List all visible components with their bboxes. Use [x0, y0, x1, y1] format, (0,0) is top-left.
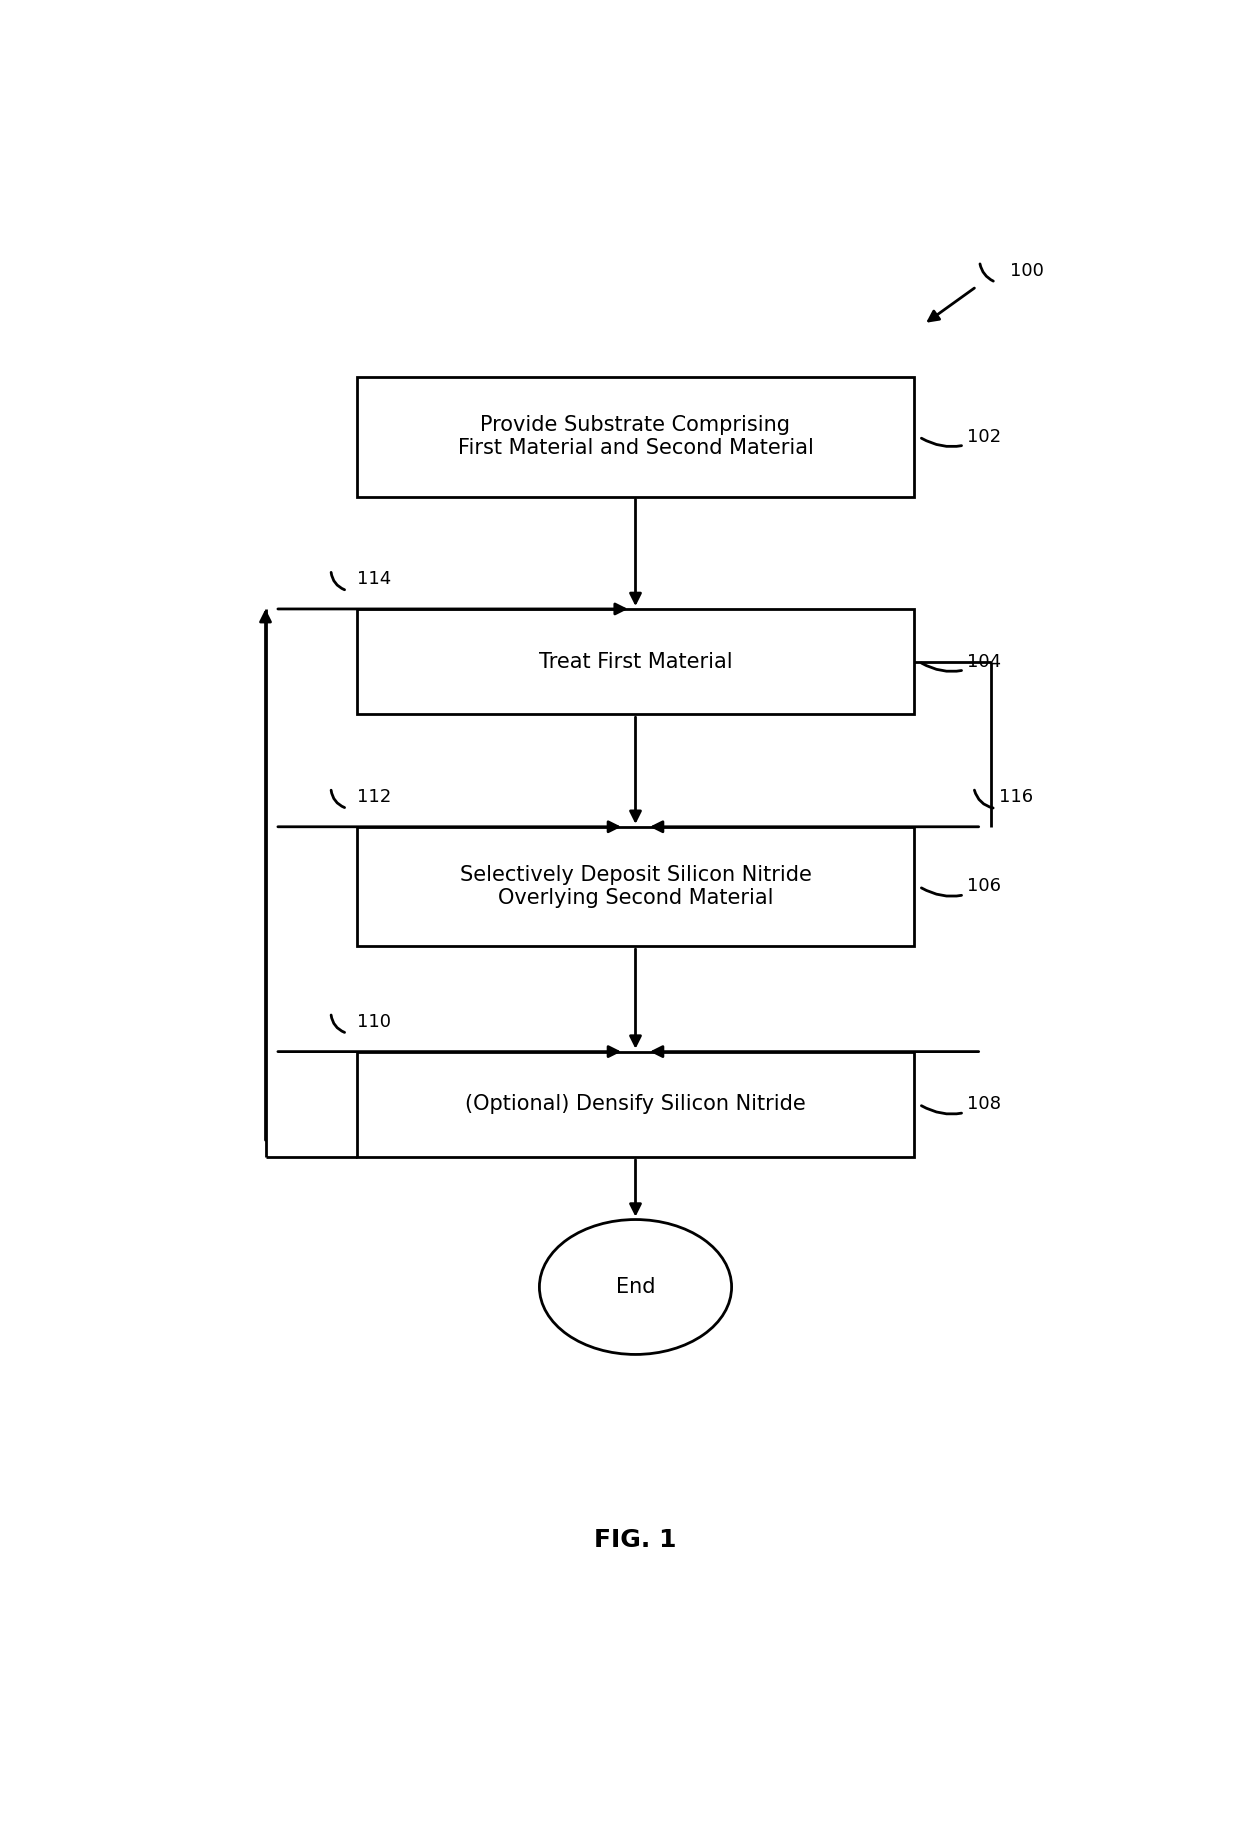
Text: 114: 114: [357, 569, 391, 588]
Bar: [357, 378, 914, 496]
Text: (Optional) Densify Silicon Nitride: (Optional) Densify Silicon Nitride: [465, 1095, 806, 1115]
Bar: [357, 1051, 914, 1157]
Text: FIG. 1: FIG. 1: [594, 1528, 677, 1551]
Text: 110: 110: [357, 1013, 391, 1031]
Text: 112: 112: [357, 788, 391, 805]
Text: 102: 102: [921, 427, 1001, 447]
Text: 108: 108: [921, 1095, 1001, 1113]
Text: Treat First Material: Treat First Material: [538, 652, 733, 672]
Text: 106: 106: [921, 878, 1001, 896]
Bar: [357, 827, 914, 945]
Text: 116: 116: [998, 788, 1033, 805]
Bar: [357, 610, 914, 714]
Text: End: End: [616, 1278, 655, 1298]
Text: 104: 104: [921, 653, 1001, 672]
Ellipse shape: [539, 1219, 732, 1354]
Text: 100: 100: [1011, 263, 1044, 279]
Text: Provide Substrate Comprising
First Material and Second Material: Provide Substrate Comprising First Mater…: [458, 416, 813, 458]
Text: Selectively Deposit Silicon Nitride
Overlying Second Material: Selectively Deposit Silicon Nitride Over…: [460, 865, 811, 909]
